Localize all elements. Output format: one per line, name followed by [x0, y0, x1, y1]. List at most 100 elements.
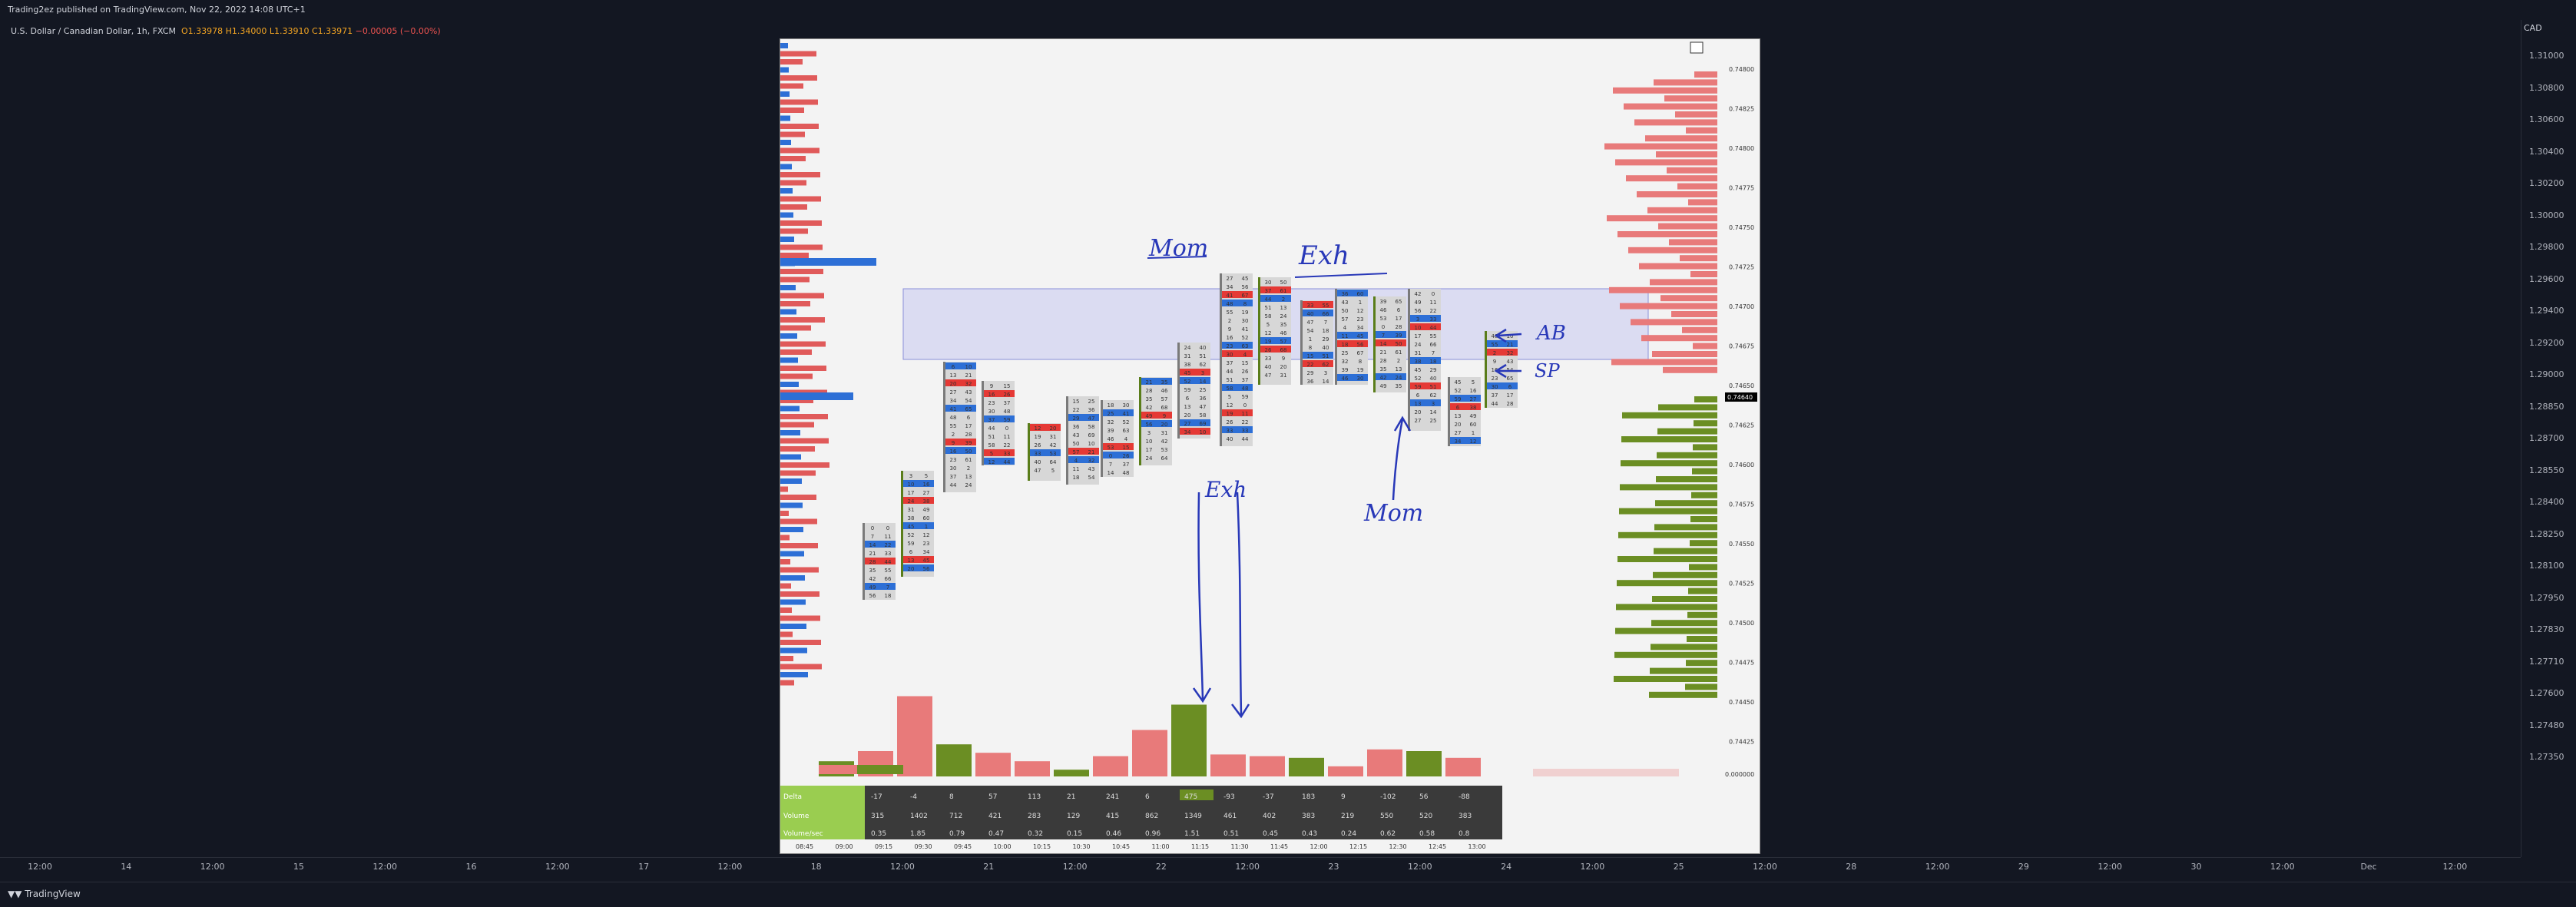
footprint-cell-value: 10 — [908, 482, 915, 488]
inner-time-label: 13:00 — [1468, 843, 1486, 850]
stats-cell-value: 402 — [1263, 813, 1276, 820]
footprint-cell-ask — [984, 449, 1015, 456]
footprint-cell-bid — [1141, 420, 1172, 427]
right-profile-bar-red — [1615, 159, 1717, 166]
price-axis[interactable]: CAD 1.31000 1.30800 1.30600 1.30400 1.30200 1… — [2521, 20, 2576, 857]
footprint-cell-value: 43 — [1507, 359, 1514, 365]
stats-cell-value: 383 — [1459, 813, 1472, 820]
left-profile-bar — [780, 486, 788, 492]
footprint-cell-value: 62 — [1323, 362, 1329, 368]
footprint-cell-value: 7 — [1324, 319, 1327, 326]
footprint-cell-value: 60 — [1357, 291, 1364, 297]
left-profile-bar — [780, 591, 819, 597]
footprint-cell-ask — [1030, 424, 1061, 431]
footprint-cell-value: 24 — [1396, 375, 1402, 381]
footprint-cell-value: 44 — [950, 482, 957, 488]
annotation-exh-top: Exh — [1299, 240, 1349, 271]
footprint-column — [1450, 377, 1481, 446]
right-profile-bar-red — [1656, 151, 1717, 157]
left-profile-bar — [780, 672, 808, 677]
footprint-cell-value: 7 — [1382, 333, 1385, 339]
time-tick: 12:00 — [1580, 862, 1605, 872]
left-profile-bar — [780, 51, 816, 57]
footprint-cell-value: 44 — [1004, 459, 1011, 465]
footprint-cell-value: 23 — [1227, 343, 1233, 349]
right-profile-bar-green — [1657, 452, 1717, 458]
tradingview-logo[interactable]: ▼▼ TradingView — [8, 889, 81, 899]
right-profile-bar-green — [1651, 620, 1717, 627]
time-tick: 16 — [465, 862, 477, 872]
footprint-cell-value: 36 — [1342, 291, 1349, 297]
footprint-cell-bid — [1487, 382, 1518, 389]
footprint-cell-value: 52 — [1415, 376, 1422, 382]
footprint-cell-value: 31 — [1184, 353, 1191, 359]
symbol-legend: U.S. Dollar / Canadian Dollar, 1h, FXCM … — [11, 26, 441, 36]
stats-cell-value: 712 — [949, 813, 962, 820]
footprint-cell-value: 58 — [1088, 424, 1095, 430]
stats-cell-value: -17 — [871, 793, 882, 801]
right-profile-bar-red — [1637, 191, 1717, 197]
stats-row-label: Volume — [783, 813, 810, 820]
footprint-cell-value: 18 — [1108, 402, 1114, 409]
right-profile-bar-red — [1690, 271, 1717, 277]
footprint-cell-value: 52 — [1242, 335, 1249, 341]
footprint-cell-value: 69 — [1088, 432, 1095, 439]
footprint-cell-value: 44 — [1430, 325, 1437, 331]
footprint-cell-value: 21 — [965, 372, 972, 379]
footprint-cell-value: 1 — [1359, 300, 1362, 306]
footprint-cell-value: 59 — [1004, 417, 1011, 423]
footprint-cell-value: 31 — [1050, 434, 1057, 440]
footprint-cell-bid — [1103, 409, 1134, 416]
footprint-cell-value: 63 — [1123, 428, 1130, 434]
annotation-exh-mid: Exh — [1205, 477, 1247, 502]
symbol-name[interactable]: U.S. Dollar / Canadian Dollar, 1h, FXCM — [11, 26, 176, 36]
inner-price-label: 0.74825 — [1729, 106, 1754, 113]
left-profile-bar — [780, 131, 805, 137]
right-profile-bar-red — [1624, 103, 1717, 110]
footprint-cell-ask — [945, 379, 976, 386]
footprint-cell-ask — [1410, 382, 1441, 389]
price-tick: 1.30400 — [2529, 146, 2564, 157]
footprint-cell-bid — [1376, 331, 1406, 338]
price-tick: 1.30800 — [2529, 82, 2564, 93]
footprint-cell-value: 43 — [1073, 432, 1080, 439]
footprint-cell-value: 64 — [1161, 455, 1168, 462]
footprint-cell-value: 56 — [1242, 284, 1249, 290]
footprint-cell-value: 36 — [1088, 407, 1095, 413]
right-profile-bar-green — [1691, 492, 1717, 498]
footprint-cell-value: 23 — [950, 457, 957, 463]
footprint-cell-value: 52 — [1123, 419, 1130, 425]
right-profile-bar-green — [1690, 540, 1717, 547]
footprint-cell-value: 46 — [1380, 307, 1387, 313]
footprint-cell-value: 30 — [1265, 280, 1272, 286]
stats-cell-value: 283 — [1028, 813, 1041, 820]
footprint-cell-value: 1 — [1472, 430, 1475, 436]
footprint-cell-value: 20 — [1455, 422, 1462, 428]
left-profile-bar — [780, 647, 807, 654]
price-change: −0.00005 (−0.00%) — [355, 26, 441, 36]
annotation-underline — [1147, 256, 1388, 278]
right-profile-bar-red — [1613, 87, 1717, 94]
time-axis[interactable]: 12:00 14 12:00 15 12:00 16 12:00 17 12:00 18 12:00… — [0, 857, 2521, 875]
candle-body — [1066, 396, 1068, 485]
stats-cell-value: 241 — [1106, 793, 1119, 801]
stats-cell-value: 862 — [1145, 813, 1158, 820]
price-tick: 1.28700 — [2529, 433, 2564, 443]
footprint-cell-bid — [1222, 426, 1253, 433]
footprint-cell-ask — [1450, 403, 1481, 410]
footprint-cell-value: 12 — [1227, 402, 1233, 409]
footprint-cell-value: 67 — [1242, 293, 1249, 299]
footprint-cell-value: 44 — [1242, 436, 1249, 442]
footprint-cell-value: 16 — [988, 392, 995, 398]
left-profile-bar — [780, 680, 794, 686]
footprint-cell-value: 4 — [1243, 352, 1247, 358]
footprint-cell-value: 30 — [1227, 352, 1233, 358]
left-profile-bar — [780, 631, 793, 637]
footprint-cell-value: 25 — [1200, 387, 1207, 393]
footprint-cell-value: 45 — [1184, 370, 1191, 376]
footprint-cell-value: 60 — [923, 515, 930, 521]
footprint-cell-value: 19 — [1357, 367, 1364, 373]
candle-body — [1300, 300, 1303, 385]
stats-cell-value: 6 — [1145, 793, 1150, 801]
footprint-cell-value: 59 — [1242, 394, 1249, 400]
